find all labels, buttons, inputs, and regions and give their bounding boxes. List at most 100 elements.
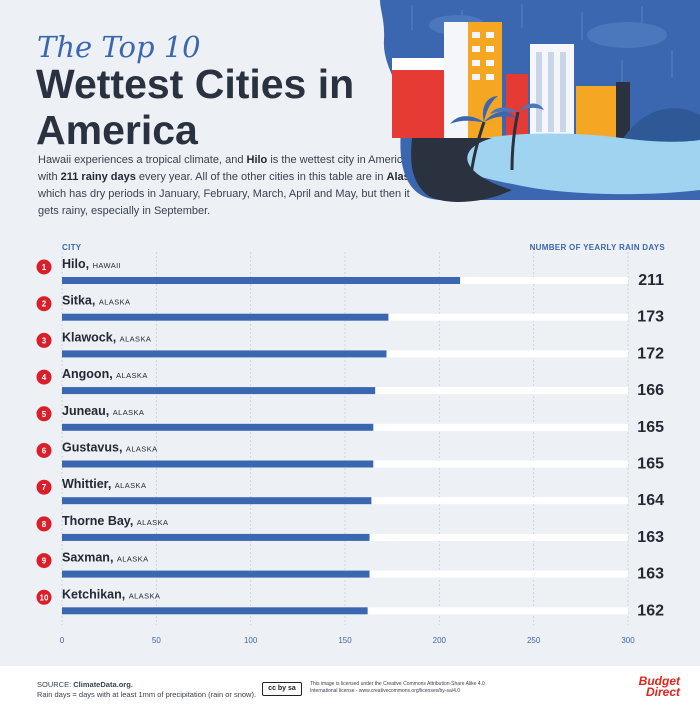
city-name: Hilo,	[62, 257, 93, 271]
source-name: ClimateData.org.	[73, 680, 133, 689]
value-label: 165	[637, 419, 664, 436]
city-name: Saxman,	[62, 551, 117, 565]
state-name: ALASKA	[115, 481, 147, 490]
state-name: HAWAII	[93, 261, 122, 270]
value-label: 173	[637, 309, 664, 326]
city-label: Angoon, ALASKA	[62, 367, 148, 381]
value-label: 162	[637, 602, 664, 619]
cloud	[587, 22, 667, 48]
cc-license-badge: cc by sa	[262, 682, 302, 696]
rank-number: 3	[42, 336, 47, 345]
rank-number: 4	[42, 373, 47, 382]
footer-band	[0, 666, 700, 710]
value-label: 166	[637, 382, 664, 399]
x-tick-label: 50	[152, 636, 161, 645]
x-tick-label: 100	[244, 636, 258, 645]
city-name: Ketchikan,	[62, 587, 129, 601]
intro-text-2: is the wettest city in America, with	[38, 154, 412, 183]
palm-tree	[510, 111, 520, 171]
intro-hilo: Hilo	[246, 154, 268, 166]
city-label: Thorne Bay, ALASKA	[62, 514, 168, 528]
intro-paragraph: Hawaii experiences a tropical climate, a…	[38, 152, 430, 220]
source-note: SOURCE: ClimateData.org. Rain days = day…	[37, 680, 256, 700]
rain-days-definition: Rain days = days with at least 1mm of pr…	[37, 690, 257, 699]
value-label: 163	[637, 566, 664, 583]
rank-number: 10	[40, 593, 49, 602]
bar	[62, 607, 368, 615]
column-header-rain-days: NUMBER OF YEARLY RAIN DAYS	[529, 243, 665, 252]
bar	[62, 387, 376, 395]
kicker-title: The Top 10	[37, 30, 201, 64]
bar	[62, 313, 389, 321]
state-name: ALASKA	[137, 518, 169, 527]
rank-badge	[36, 516, 52, 532]
bar	[62, 497, 372, 505]
rank-number: 9	[42, 557, 47, 566]
value-label: 163	[637, 529, 664, 546]
page-title: Wettest Cities in America	[36, 61, 355, 153]
x-tick-label: 250	[527, 636, 541, 645]
city-label: Ketchikan, ALASKA	[62, 587, 160, 601]
bar	[62, 277, 461, 284]
intro-text-3: every year. All of the other cities in t…	[135, 171, 387, 183]
city-name: Klawock,	[62, 330, 120, 344]
intro-text-1: Hawaii experiences a tropical climate, a…	[38, 154, 247, 166]
city-name: Sitka,	[62, 294, 99, 308]
state-name: ALASKA	[113, 408, 145, 417]
state-name: ALASKA	[120, 334, 152, 343]
state-name: ALASKA	[126, 445, 158, 454]
x-tick-label: 0	[60, 636, 65, 645]
bar	[62, 350, 387, 358]
city-label: Whittier, ALASKA	[62, 477, 146, 491]
rain-days-bar-chart: 1 Hilo, HAWAII 211 2 Sitka, ALASKA 173 3 Klawoc…	[36, 252, 664, 645]
value-label: 211	[638, 272, 664, 289]
rank-badge	[36, 259, 52, 275]
shore	[411, 138, 512, 202]
city-name: Thorne Bay,	[62, 514, 137, 528]
bar	[62, 423, 374, 431]
rank-badge	[36, 553, 52, 569]
bar	[62, 570, 370, 578]
x-tick-label: 150	[338, 636, 352, 645]
city-skyline-illustration	[380, 0, 700, 202]
hill	[622, 108, 700, 145]
city-label: Saxman, ALASKA	[62, 551, 148, 565]
rank-number: 7	[42, 483, 47, 492]
rank-badge	[36, 296, 52, 312]
state-name: ALASKA	[117, 555, 149, 564]
state-name: ALASKA	[116, 371, 148, 380]
city-label: Juneau, ALASKA	[62, 404, 144, 418]
x-tick-label: 300	[621, 636, 635, 645]
x-tick-label: 200	[433, 636, 447, 645]
city-label: Hilo, HAWAII	[62, 257, 121, 271]
intro-days: 211 rainy days	[60, 171, 136, 183]
rank-number: 5	[42, 410, 47, 419]
palm-tree	[468, 121, 486, 186]
source-label: SOURCE:	[37, 680, 74, 689]
rank-number: 8	[42, 520, 47, 529]
bar	[62, 533, 370, 541]
rank-badge	[36, 369, 52, 385]
value-label: 165	[637, 456, 664, 473]
rank-number: 2	[42, 300, 47, 309]
rank-number: 6	[42, 447, 47, 456]
state-name: ALASKA	[99, 298, 131, 307]
city-label: Sitka, ALASKA	[62, 294, 130, 308]
city-name: Gustavus,	[62, 441, 126, 455]
rank-badge	[36, 479, 52, 495]
value-label: 172	[637, 345, 664, 362]
city-name: Angoon,	[62, 367, 116, 381]
rank-badge	[36, 406, 52, 422]
value-label: 164	[637, 492, 664, 509]
city-name: Whittier,	[62, 477, 115, 491]
state-name: ALASKA	[129, 591, 161, 600]
rank-number: 1	[42, 263, 47, 272]
rank-badge	[36, 443, 52, 458]
intro-text-4: , which has dry periods in January, Febr…	[38, 171, 425, 217]
city-label: Gustavus, ALASKA	[62, 441, 158, 455]
city-label: Klawock, ALASKA	[62, 330, 151, 344]
license-text: This image is licensed under the Creativ…	[310, 681, 485, 694]
city-name: Juneau,	[62, 404, 113, 418]
column-header-city: CITY	[62, 243, 82, 252]
rank-badge	[36, 332, 52, 348]
